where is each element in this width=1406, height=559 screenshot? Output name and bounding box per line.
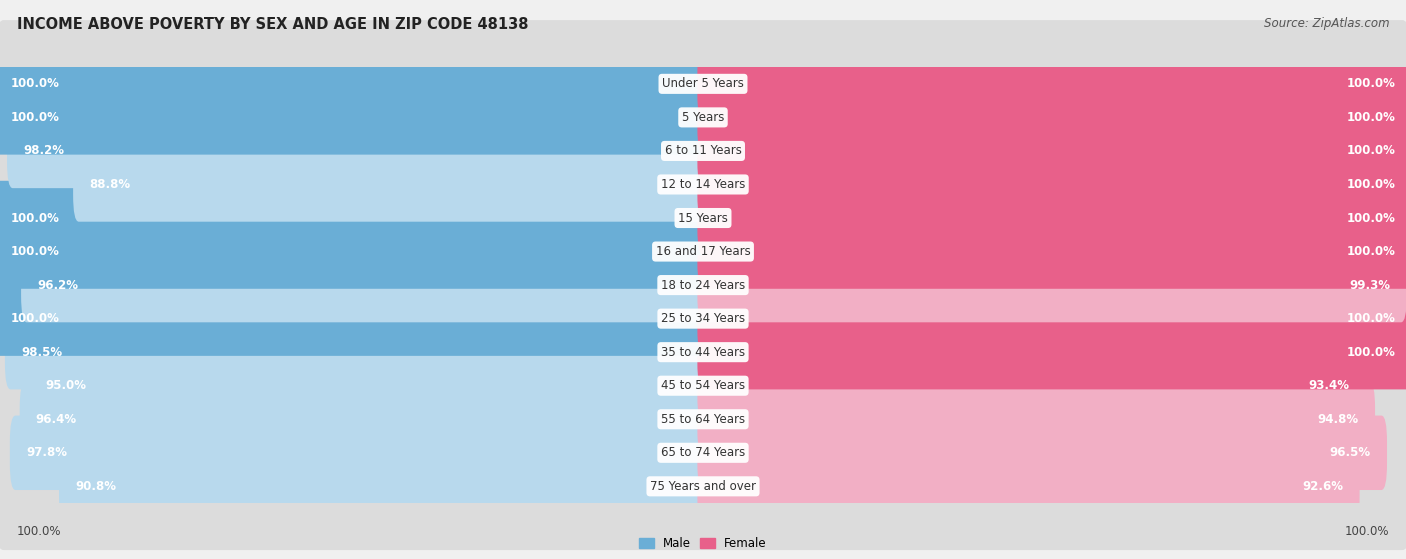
Text: 100.0%: 100.0% [11, 211, 59, 225]
Text: 100.0%: 100.0% [11, 312, 59, 325]
FancyBboxPatch shape [697, 248, 1406, 323]
Text: 100.0%: 100.0% [1347, 144, 1396, 158]
Text: 100.0%: 100.0% [1347, 312, 1396, 325]
Text: 75 Years and over: 75 Years and over [650, 480, 756, 493]
FancyBboxPatch shape [697, 181, 1406, 255]
FancyBboxPatch shape [0, 255, 1406, 382]
FancyBboxPatch shape [20, 382, 709, 457]
FancyBboxPatch shape [0, 154, 1406, 282]
Text: 35 to 44 Years: 35 to 44 Years [661, 345, 745, 359]
FancyBboxPatch shape [0, 356, 1406, 483]
Text: 100.0%: 100.0% [1347, 245, 1396, 258]
FancyBboxPatch shape [0, 214, 709, 289]
Text: 55 to 64 Years: 55 to 64 Years [661, 413, 745, 426]
FancyBboxPatch shape [0, 288, 1406, 416]
Text: 45 to 54 Years: 45 to 54 Years [661, 379, 745, 392]
FancyBboxPatch shape [7, 113, 709, 188]
Text: 92.6%: 92.6% [1302, 480, 1344, 493]
Text: 88.8%: 88.8% [90, 178, 131, 191]
FancyBboxPatch shape [697, 147, 1406, 222]
FancyBboxPatch shape [697, 80, 1406, 155]
FancyBboxPatch shape [0, 87, 1406, 215]
Text: 6 to 11 Years: 6 to 11 Years [665, 144, 741, 158]
Text: Source: ZipAtlas.com: Source: ZipAtlas.com [1264, 17, 1389, 30]
Text: 25 to 34 Years: 25 to 34 Years [661, 312, 745, 325]
FancyBboxPatch shape [21, 248, 709, 323]
Legend: Male, Female: Male, Female [640, 537, 766, 550]
Text: 98.5%: 98.5% [21, 345, 62, 359]
FancyBboxPatch shape [697, 382, 1375, 457]
Text: 100.0%: 100.0% [11, 245, 59, 258]
FancyBboxPatch shape [0, 80, 709, 155]
Text: INCOME ABOVE POVERTY BY SEX AND AGE IN ZIP CODE 48138: INCOME ABOVE POVERTY BY SEX AND AGE IN Z… [17, 17, 529, 32]
Text: 96.2%: 96.2% [37, 278, 79, 292]
FancyBboxPatch shape [0, 389, 1406, 517]
FancyBboxPatch shape [73, 147, 709, 222]
FancyBboxPatch shape [10, 415, 709, 490]
Text: 96.4%: 96.4% [35, 413, 77, 426]
Text: 100.0%: 100.0% [17, 524, 62, 538]
Text: 99.3%: 99.3% [1350, 278, 1391, 292]
FancyBboxPatch shape [0, 221, 1406, 349]
FancyBboxPatch shape [697, 113, 1406, 188]
FancyBboxPatch shape [697, 281, 1406, 356]
Text: Under 5 Years: Under 5 Years [662, 77, 744, 91]
FancyBboxPatch shape [59, 449, 709, 524]
Text: 100.0%: 100.0% [1344, 524, 1389, 538]
Text: 90.8%: 90.8% [76, 480, 117, 493]
Text: 100.0%: 100.0% [1347, 211, 1396, 225]
Text: 100.0%: 100.0% [1347, 111, 1396, 124]
FancyBboxPatch shape [697, 315, 1406, 390]
Text: 12 to 14 Years: 12 to 14 Years [661, 178, 745, 191]
FancyBboxPatch shape [0, 188, 1406, 315]
Text: 15 Years: 15 Years [678, 211, 728, 225]
FancyBboxPatch shape [0, 181, 709, 255]
Text: 5 Years: 5 Years [682, 111, 724, 124]
FancyBboxPatch shape [0, 423, 1406, 550]
Text: 93.4%: 93.4% [1308, 379, 1350, 392]
FancyBboxPatch shape [0, 121, 1406, 248]
FancyBboxPatch shape [0, 54, 1406, 181]
FancyBboxPatch shape [697, 415, 1388, 490]
FancyBboxPatch shape [0, 20, 1406, 148]
Text: 97.8%: 97.8% [27, 446, 67, 459]
FancyBboxPatch shape [0, 322, 1406, 449]
Text: 100.0%: 100.0% [1347, 77, 1396, 91]
FancyBboxPatch shape [30, 348, 709, 423]
Text: 100.0%: 100.0% [11, 111, 59, 124]
Text: 100.0%: 100.0% [1347, 178, 1396, 191]
FancyBboxPatch shape [697, 348, 1365, 423]
FancyBboxPatch shape [6, 315, 709, 390]
Text: 94.8%: 94.8% [1317, 413, 1360, 426]
Text: 16 and 17 Years: 16 and 17 Years [655, 245, 751, 258]
Text: 96.5%: 96.5% [1330, 446, 1371, 459]
Text: 100.0%: 100.0% [1347, 345, 1396, 359]
FancyBboxPatch shape [697, 46, 1406, 121]
Text: 18 to 24 Years: 18 to 24 Years [661, 278, 745, 292]
FancyBboxPatch shape [697, 214, 1406, 289]
Text: 100.0%: 100.0% [11, 77, 59, 91]
FancyBboxPatch shape [697, 449, 1360, 524]
Text: 95.0%: 95.0% [45, 379, 87, 392]
Text: 65 to 74 Years: 65 to 74 Years [661, 446, 745, 459]
FancyBboxPatch shape [0, 46, 709, 121]
Text: 98.2%: 98.2% [22, 144, 65, 158]
FancyBboxPatch shape [0, 281, 709, 356]
